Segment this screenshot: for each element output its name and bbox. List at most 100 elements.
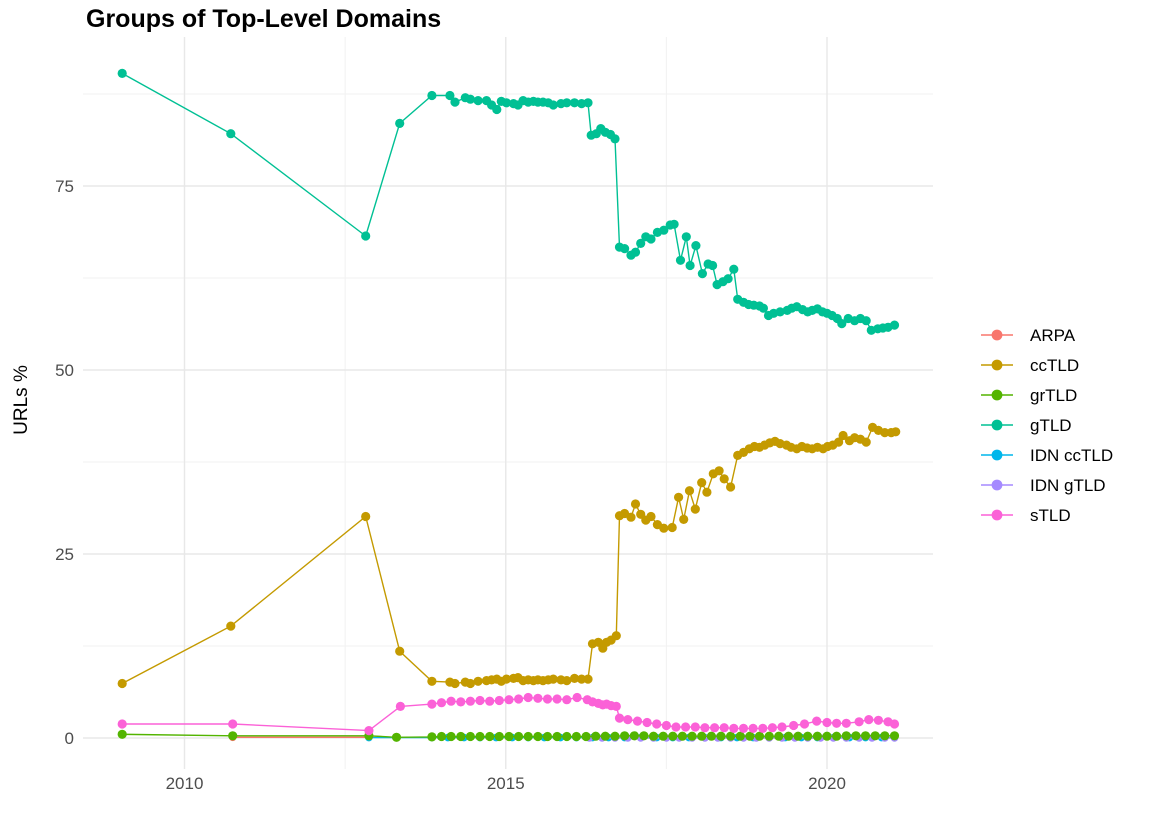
data-point xyxy=(706,731,717,741)
data-point xyxy=(562,98,572,108)
data-point xyxy=(228,731,238,741)
legend-key-dot xyxy=(991,449,1003,461)
data-point xyxy=(445,90,455,101)
data-point xyxy=(514,694,524,704)
data-point xyxy=(834,437,844,447)
data-point xyxy=(361,231,371,241)
data-point xyxy=(661,720,672,731)
data-point xyxy=(465,696,475,706)
data-point xyxy=(533,731,543,742)
data-point xyxy=(514,731,524,742)
data-point xyxy=(552,731,562,742)
legend-label: IDN ccTLD xyxy=(1030,446,1113,465)
y-tick-label: 75 xyxy=(55,177,74,196)
data-point xyxy=(562,731,572,742)
data-point xyxy=(523,731,533,742)
x-tick-label: 2015 xyxy=(487,774,525,793)
data-point xyxy=(822,717,832,728)
data-point xyxy=(697,269,708,279)
data-point xyxy=(494,695,504,706)
data-point xyxy=(626,512,636,522)
series-line xyxy=(121,426,896,685)
data-point xyxy=(690,504,700,514)
data-point xyxy=(548,674,558,684)
x-tick-label: 2010 xyxy=(166,774,204,793)
data-point xyxy=(361,511,371,522)
data-point xyxy=(456,697,466,707)
data-point xyxy=(504,731,514,742)
data-point xyxy=(658,731,668,741)
series-gtld xyxy=(117,68,900,335)
data-point xyxy=(758,723,768,734)
x-tick-label: 2020 xyxy=(808,774,846,793)
data-point xyxy=(675,255,686,265)
data-point xyxy=(117,719,127,729)
legend-item-stld: sTLD xyxy=(981,506,1071,525)
data-point xyxy=(685,260,695,271)
data-point xyxy=(659,523,669,533)
data-point xyxy=(873,715,884,725)
legend-key-dot xyxy=(991,509,1003,521)
data-point xyxy=(774,731,784,741)
data-point xyxy=(671,722,681,732)
data-point xyxy=(684,486,695,496)
data-point xyxy=(891,427,901,437)
data-point xyxy=(646,234,656,244)
data-point xyxy=(708,260,718,271)
legend-item-gtld: gTLD xyxy=(981,416,1072,435)
data-point xyxy=(841,731,851,741)
data-point xyxy=(226,621,236,631)
data-point xyxy=(610,134,620,144)
data-point xyxy=(581,731,591,742)
data-point xyxy=(569,98,580,108)
data-point xyxy=(812,731,823,741)
legend-key-dot xyxy=(991,359,1003,371)
data-point xyxy=(501,98,511,108)
data-point xyxy=(841,718,851,728)
data-point xyxy=(889,731,900,741)
data-point xyxy=(690,722,700,732)
data-point xyxy=(648,731,659,741)
data-point xyxy=(677,731,688,741)
data-point xyxy=(723,274,733,284)
series-arpa xyxy=(228,733,373,742)
data-point xyxy=(889,320,900,330)
data-point xyxy=(465,678,475,689)
data-point xyxy=(799,719,810,729)
data-point xyxy=(571,731,582,742)
series-grtld xyxy=(117,729,900,742)
data-point xyxy=(758,303,769,313)
data-point xyxy=(450,97,460,107)
data-point xyxy=(832,718,842,728)
data-point xyxy=(729,264,739,274)
data-point xyxy=(623,715,633,725)
data-point xyxy=(832,731,842,741)
data-point xyxy=(748,723,758,734)
data-point xyxy=(691,241,701,251)
data-point xyxy=(861,316,871,326)
data-point xyxy=(838,430,848,441)
legend-item-arpa: ARPA xyxy=(981,326,1076,345)
legend-label: gTLD xyxy=(1030,416,1072,435)
data-point xyxy=(745,731,755,741)
data-point xyxy=(473,96,483,106)
data-point xyxy=(542,694,553,704)
data-point xyxy=(668,731,678,741)
data-point xyxy=(583,674,593,684)
legend-item-cctld: ccTLD xyxy=(981,356,1079,375)
y-tick-label: 50 xyxy=(55,361,74,380)
data-point xyxy=(494,731,504,742)
data-point xyxy=(591,731,601,741)
data-point xyxy=(652,719,662,729)
legend-key-dot xyxy=(991,419,1003,431)
data-point xyxy=(552,694,562,704)
data-point xyxy=(889,719,900,729)
data-point xyxy=(395,701,405,712)
data-point xyxy=(735,731,745,741)
data-point xyxy=(864,715,874,725)
data-point xyxy=(475,695,485,706)
data-point xyxy=(854,717,864,727)
series-layer xyxy=(117,68,901,742)
data-point xyxy=(117,729,127,739)
data-point xyxy=(446,731,456,742)
